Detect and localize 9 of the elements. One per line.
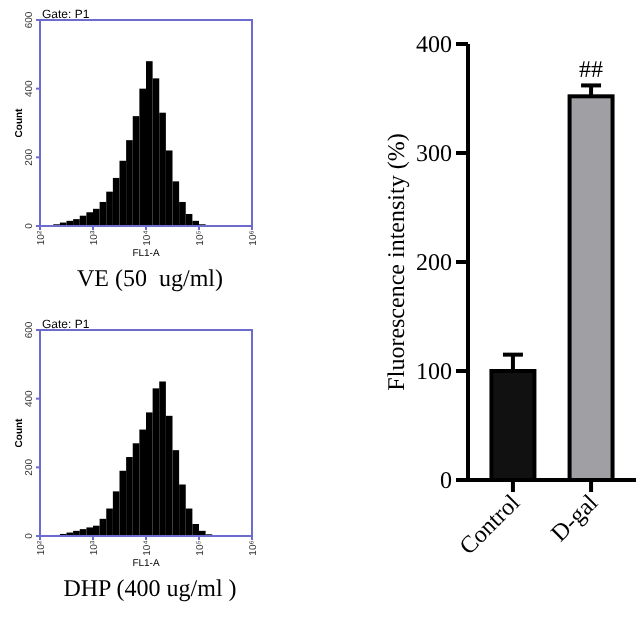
- y-tick-label: 200: [416, 248, 452, 276]
- y-tick-label: 0: [440, 466, 452, 494]
- y-tick-label: 400: [416, 30, 452, 58]
- annotation: ##: [579, 55, 604, 84]
- y-tick-label: 300: [416, 139, 452, 167]
- y-axis-title: Fluorescence intensity (%): [382, 133, 410, 391]
- text: DHP (400 ug/ml ): [63, 574, 237, 602]
- y-tick-label: 100: [416, 357, 452, 385]
- text: VE (50 ug/ml): [77, 264, 223, 292]
